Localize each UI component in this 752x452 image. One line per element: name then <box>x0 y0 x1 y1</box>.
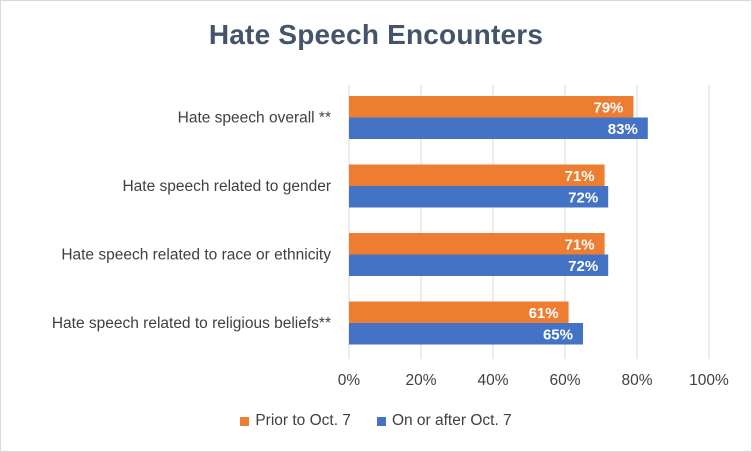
category-label: Hate speech overall ** <box>178 110 331 127</box>
x-tick-label: 40% <box>477 372 508 389</box>
bar-after <box>349 323 583 345</box>
data-labels: 79% 83% 71% 72% 71% 72% 61% 65% <box>529 99 638 343</box>
x-axis-ticks: 0% 20% 40% 60% 80% 100% <box>338 372 729 389</box>
bar-prior <box>349 96 634 118</box>
category-labels: Hate speech overall ** Hate speech relate… <box>52 110 331 333</box>
data-label-prior: 71% <box>565 168 595 185</box>
data-label-prior: 71% <box>565 236 595 253</box>
x-tick-label: 20% <box>405 372 436 389</box>
bar-prior <box>349 301 569 323</box>
legend-item-after: On or after Oct. 7 <box>376 412 512 430</box>
legend-swatch-after <box>376 416 386 426</box>
legend-swatch-prior <box>240 416 250 426</box>
legend-label-after: On or after Oct. 7 <box>391 412 512 429</box>
data-label-after: 72% <box>568 258 598 275</box>
bar-prior <box>349 233 605 255</box>
x-tick-label: 100% <box>689 372 729 389</box>
x-tick-label: 80% <box>621 372 652 389</box>
chart-title: Hate Speech Encounters <box>208 19 544 50</box>
x-tick-label: 0% <box>338 372 361 389</box>
legend: Prior to Oct. 7 On or after Oct. 7 <box>1 412 751 430</box>
bar-after <box>349 254 609 276</box>
data-label-after: 72% <box>568 189 598 206</box>
category-label: Hate speech related to religious beliefs… <box>52 315 331 332</box>
legend-label-prior: Prior to Oct. 7 <box>255 412 351 429</box>
category-label: Hate speech related to gender <box>122 178 331 195</box>
data-label-after: 65% <box>543 326 573 343</box>
bar-after <box>349 117 648 139</box>
legend-item-prior: Prior to Oct. 7 <box>240 412 351 430</box>
data-label-prior: 61% <box>529 305 559 322</box>
data-label-after: 83% <box>608 121 638 138</box>
bar-after <box>349 186 609 208</box>
data-label-prior: 79% <box>593 99 623 116</box>
bar-prior <box>349 164 605 186</box>
category-label: Hate speech related to race or ethnicity <box>61 247 331 264</box>
bars <box>349 96 648 345</box>
x-tick-label: 60% <box>549 372 580 389</box>
